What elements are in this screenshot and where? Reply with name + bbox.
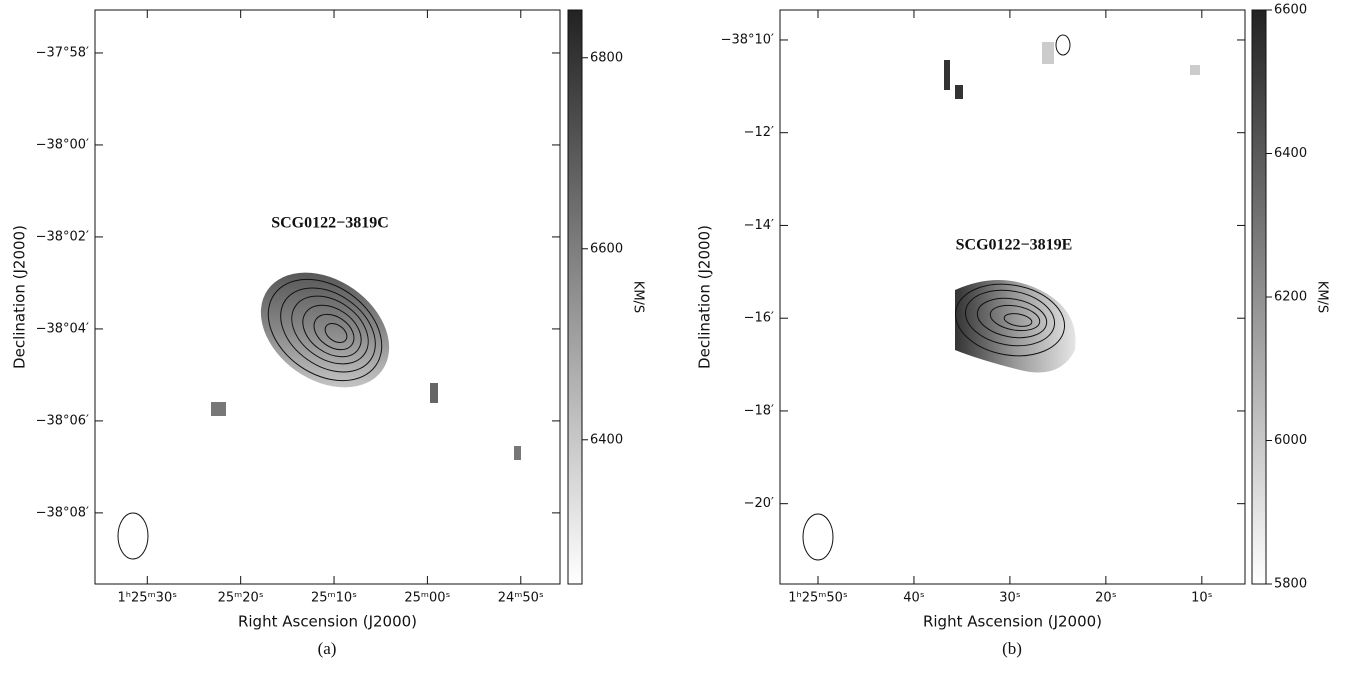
x-tick-label: 10ˢ: [1191, 591, 1213, 606]
object-label: SCG0122−3819C: [271, 215, 389, 232]
y-axis-label: Declination (J2000): [11, 225, 29, 369]
colorbar-tick-label: 6400: [590, 432, 623, 447]
colorbar-tick-label: 5800: [1274, 577, 1307, 592]
object-label: SCG0122−3819E: [956, 237, 1073, 254]
y-tick-label: −14′: [744, 218, 774, 233]
x-tick-label: 25ᵐ00ˢ: [404, 591, 450, 606]
y-axis-label: Declination (J2000): [696, 225, 714, 369]
panel-caption: (b): [1002, 639, 1022, 658]
panel-caption: (a): [318, 639, 337, 658]
y-tick-label: −38°04′: [36, 321, 89, 336]
velocity-field: [802, 34, 1200, 561]
y-tick-label: −38°02′: [36, 229, 89, 244]
colorbar-tick-label: 6400: [1274, 146, 1307, 161]
y-tick-label: −16′: [744, 311, 774, 326]
plot-frame: [94, 9, 561, 585]
x-axis-label: Right Ascension (J2000): [238, 613, 417, 631]
y-tick-label: −12′: [744, 125, 774, 140]
colorbar-label: KM/S: [631, 281, 646, 313]
y-tick-label: −18′: [744, 403, 774, 418]
colorbar-tick-label: 6600: [590, 241, 623, 256]
x-tick-label: 40ˢ: [903, 591, 925, 606]
colorbar-label: KM/S: [1315, 281, 1330, 313]
y-tick-label: −20′: [744, 496, 774, 511]
y-tick-label: −37°58′: [36, 45, 89, 60]
x-tick-label: 20ˢ: [1095, 591, 1117, 606]
colorbar-tick-label: 6800: [590, 50, 623, 65]
x-tick-label: 1ʰ25ᵐ30ˢ: [118, 591, 178, 606]
x-tick-label: 24ᵐ50ˢ: [498, 591, 544, 606]
plot-frame: [779, 9, 1246, 585]
velocity-field: [117, 272, 521, 560]
y-tick-label: −38°08′: [36, 505, 89, 520]
colorbar: [1251, 9, 1267, 585]
y-tick-label: −38°00′: [36, 137, 89, 152]
colorbar: [567, 9, 583, 585]
y-tick-label: −38°06′: [36, 413, 89, 428]
x-tick-label: 25ᵐ20ˢ: [218, 591, 264, 606]
x-tick-label: 30ˢ: [999, 591, 1021, 606]
y-tick-label: −38°10′: [721, 32, 774, 47]
colorbar-tick-label: 6200: [1274, 290, 1307, 305]
colorbar-tick-label: 6600: [1274, 3, 1307, 18]
colorbar-tick-label: 6000: [1274, 433, 1307, 448]
x-axis-label: Right Ascension (J2000): [923, 613, 1102, 631]
x-tick-label: 25ᵐ10ˢ: [311, 591, 357, 606]
x-tick-label: 1ʰ25ᵐ50ˢ: [788, 591, 848, 606]
